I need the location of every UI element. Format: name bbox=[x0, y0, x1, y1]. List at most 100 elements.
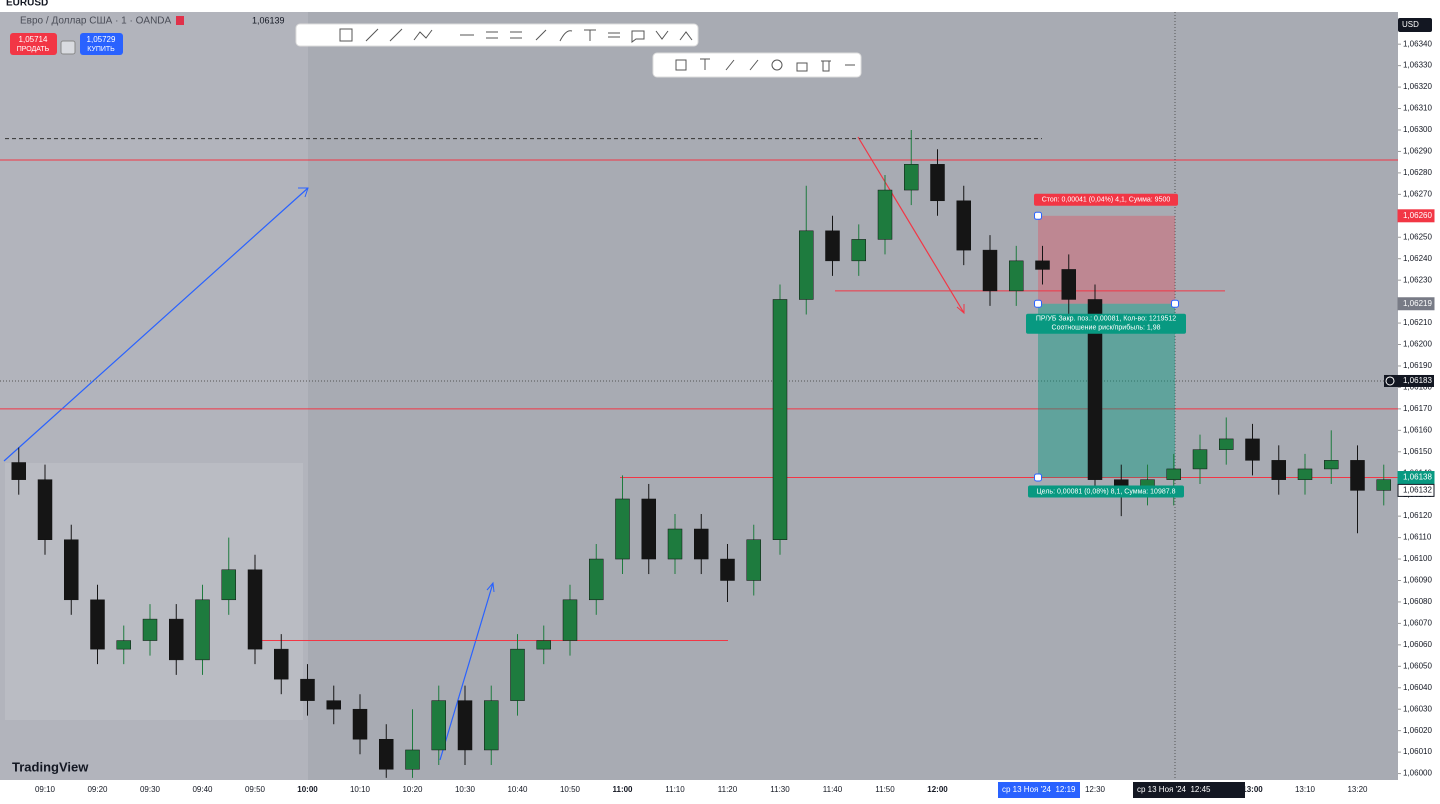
buy-label[interactable]: КУПИТЬ bbox=[87, 46, 115, 53]
y-tick-label: 1,06120 bbox=[1403, 511, 1432, 520]
candle-body bbox=[1192, 449, 1208, 470]
x-tick-label: 11:20 bbox=[718, 785, 738, 794]
sell-button[interactable] bbox=[10, 33, 57, 55]
candle-body bbox=[825, 230, 840, 262]
candle-body bbox=[536, 640, 551, 650]
x-tick-label: 11:40 bbox=[823, 785, 843, 794]
drawing-toolbar[interactable] bbox=[295, 23, 699, 47]
instrument: Евро / Доллар США · 1 · OANDA bbox=[20, 16, 172, 27]
trend-arrow bbox=[3, 187, 309, 462]
candle-body bbox=[352, 708, 368, 740]
sell-label[interactable]: ПРОДАТЬ bbox=[17, 46, 50, 53]
x-tick-label: 10:50 bbox=[560, 785, 581, 794]
candle-body bbox=[641, 498, 656, 560]
candle-body bbox=[1219, 438, 1234, 450]
x-tick-label: 12:30 bbox=[1085, 785, 1106, 794]
time-badge-bg bbox=[998, 782, 1080, 798]
sell-price[interactable]: 1,05714 bbox=[19, 35, 48, 44]
x-tick-label: 10:00 bbox=[297, 785, 318, 794]
x-tick-label: 11:30 bbox=[770, 785, 790, 794]
price-axis bbox=[1398, 12, 1440, 780]
y-tick-label: 1,06110 bbox=[1403, 533, 1432, 542]
y-tick-label: 1,06070 bbox=[1403, 619, 1432, 628]
crosshair-badge: 1,06183 bbox=[1403, 376, 1432, 385]
y-tick-label: 1,06020 bbox=[1403, 726, 1432, 735]
candle-body bbox=[589, 558, 604, 601]
stop-badge: 1,06260 bbox=[1403, 211, 1432, 220]
y-tick-label: 1,06210 bbox=[1403, 318, 1432, 327]
candle-body bbox=[64, 539, 79, 601]
candle-body bbox=[431, 700, 446, 751]
target-label-bg bbox=[1028, 485, 1184, 498]
target-badge-bg bbox=[1397, 471, 1435, 485]
candle-body bbox=[877, 189, 893, 240]
x-tick-label: 13:00 bbox=[1242, 785, 1263, 794]
handle[interactable] bbox=[1034, 473, 1042, 482]
candle-body bbox=[1271, 460, 1286, 480]
stop-label-bg bbox=[1034, 193, 1178, 206]
buy-button[interactable] bbox=[80, 33, 123, 55]
entry-badge-bg bbox=[1397, 297, 1435, 311]
x-tick-label: 09:30 bbox=[140, 785, 161, 794]
candle-body bbox=[221, 569, 236, 601]
x-tick-label: 11:50 bbox=[875, 785, 895, 794]
y-tick-label: 1,06080 bbox=[1403, 597, 1432, 606]
stop-label: Стоп: 0,00041 (0,04%) 4,1, Сумма: 9500 bbox=[1042, 197, 1171, 204]
last-badge: 1,06132 bbox=[1403, 486, 1432, 495]
stop-badge-bg bbox=[1397, 209, 1435, 223]
crosshair-plus[interactable] bbox=[1385, 376, 1395, 386]
x-tick-label: 09:50 bbox=[245, 785, 266, 794]
y-tick-label: 1,06050 bbox=[1403, 661, 1432, 670]
y-tick-label: 1,06170 bbox=[1403, 404, 1432, 413]
x-tick-label: 10:20 bbox=[402, 785, 423, 794]
candle-body bbox=[1245, 438, 1260, 461]
handle[interactable] bbox=[1171, 299, 1179, 308]
y-tick-label: 1,06250 bbox=[1403, 232, 1432, 241]
pnl-label: ПР/УБ Закр. поз.: 0,00081, Кол-во: 12195… bbox=[1036, 316, 1176, 323]
candle-body bbox=[379, 738, 394, 770]
candle-body bbox=[274, 648, 289, 680]
candle-body bbox=[300, 678, 315, 701]
candle-body bbox=[457, 700, 473, 751]
ratio-label: Соотношение риск/прибыль: 1,98 bbox=[1052, 324, 1161, 332]
x-tick-label: 11:10 bbox=[665, 785, 685, 794]
currency-badge[interactable] bbox=[1398, 18, 1432, 32]
candle-body bbox=[1087, 299, 1103, 480]
x-tick-label: 10:30 bbox=[455, 785, 476, 794]
object-toolbar[interactable] bbox=[652, 52, 862, 78]
last-price: 1,06139 bbox=[252, 15, 285, 25]
y-tick-label: 1,06100 bbox=[1403, 554, 1432, 563]
candle-body bbox=[1035, 260, 1050, 270]
candle-body bbox=[772, 299, 788, 540]
candle-body bbox=[851, 239, 866, 262]
y-tick-label: 1,06160 bbox=[1403, 425, 1432, 434]
y-tick-label: 1,06010 bbox=[1403, 747, 1432, 756]
candle-body bbox=[1376, 479, 1391, 491]
arrow-head bbox=[956, 304, 965, 315]
symbol[interactable]: EURUSD bbox=[6, 0, 48, 9]
y-tick-label: 1,06330 bbox=[1403, 61, 1432, 70]
candle-body bbox=[956, 200, 971, 251]
candle-body bbox=[982, 249, 998, 292]
y-tick-label: 1,06200 bbox=[1403, 340, 1432, 349]
y-tick-label: 1,06280 bbox=[1403, 168, 1432, 177]
candle-body bbox=[694, 528, 709, 560]
currency[interactable]: USD bbox=[1402, 20, 1419, 29]
stop-zone bbox=[1038, 215, 1175, 304]
top-bar bbox=[0, 0, 1440, 12]
candle-body bbox=[116, 640, 131, 650]
arrow-head bbox=[486, 581, 495, 593]
y-tick-label: 1,06290 bbox=[1403, 147, 1432, 156]
entry-badge: 1,06219 bbox=[1403, 299, 1432, 308]
candle-body bbox=[169, 618, 184, 661]
handle[interactable] bbox=[1034, 211, 1042, 220]
x-tick-label: 09:10 bbox=[35, 785, 56, 794]
candle-body bbox=[11, 462, 26, 480]
target-badge: 1,06138 bbox=[1403, 473, 1432, 482]
candle-body bbox=[1350, 460, 1365, 491]
qty-box[interactable] bbox=[60, 40, 76, 55]
handle[interactable] bbox=[1034, 299, 1042, 308]
candle-body bbox=[247, 569, 263, 650]
candle-body bbox=[195, 599, 210, 661]
buy-price[interactable]: 1,05729 bbox=[87, 35, 116, 44]
